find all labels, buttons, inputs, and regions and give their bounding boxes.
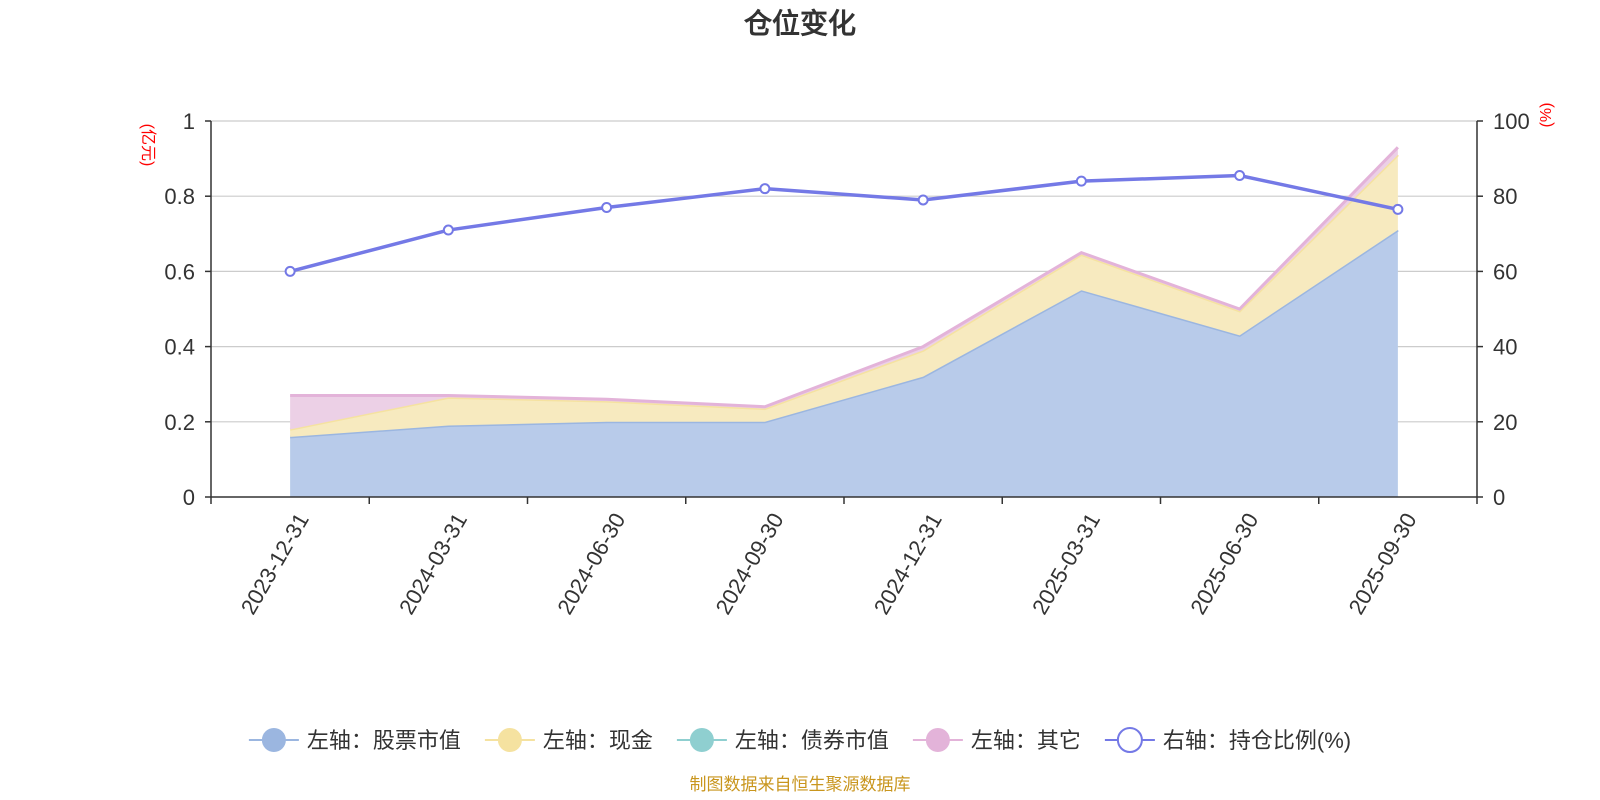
right-axis-tick-label: 40 bbox=[1493, 335, 1517, 360]
left-axis-tick-label: 0.4 bbox=[164, 335, 195, 360]
stacked-areas bbox=[289, 146, 1399, 498]
ratio-line-layer bbox=[284, 170, 1404, 277]
ratio-point bbox=[759, 183, 771, 195]
x-axis-tick-label: 2024-09-30 bbox=[711, 509, 789, 619]
x-axis-tick-label: 2025-06-30 bbox=[1185, 509, 1263, 619]
x-axis-tick-label: 2024-03-31 bbox=[394, 509, 472, 619]
legend-circle-icon bbox=[925, 728, 950, 752]
legend-circle-icon bbox=[261, 728, 286, 752]
x-axis-tick-label: 2023-12-31 bbox=[236, 509, 314, 619]
ratio-point bbox=[1392, 203, 1404, 215]
left-axis-tick-label: 0.6 bbox=[164, 259, 195, 284]
ratio-point bbox=[442, 224, 454, 236]
chart-title: 仓位变化 bbox=[744, 7, 856, 39]
right-axis-tick-label: 60 bbox=[1493, 259, 1517, 284]
x-axis-tick-label: 2024-12-31 bbox=[869, 509, 947, 619]
area-edge-左轴：其它 bbox=[290, 146, 1399, 409]
ratio-line bbox=[289, 173, 1399, 274]
legend-circle-icon bbox=[497, 728, 522, 752]
left-axis-tick-label: 0.8 bbox=[164, 184, 195, 209]
right-axis-tick-label: 0 bbox=[1493, 485, 1505, 510]
ratio-point bbox=[601, 201, 613, 213]
x-axis-tick-label: 2025-03-31 bbox=[1027, 509, 1105, 619]
legend-circle-icon bbox=[689, 728, 714, 752]
ratio-point bbox=[284, 265, 296, 277]
ratio-point bbox=[917, 194, 929, 206]
left-axis-tick-label: 0.2 bbox=[164, 410, 195, 435]
ratio-point bbox=[1234, 170, 1246, 182]
legend-item: 左轴：股票市值 bbox=[248, 728, 461, 753]
legend-item: 左轴：债券市值 bbox=[676, 728, 889, 753]
legend-item: 左轴：现金 bbox=[484, 728, 653, 753]
right-axis-tick-label: 20 bbox=[1493, 410, 1517, 435]
legend-label: 左轴：其它 bbox=[971, 728, 1081, 753]
legend-label: 右轴：持仓比例(%) bbox=[1163, 728, 1351, 753]
data-source-note: 制图数据来自恒生聚源数据库 bbox=[690, 775, 911, 794]
right-axis-tick-label: 80 bbox=[1493, 184, 1517, 209]
left-axis-tick-label: 1 bbox=[183, 109, 195, 134]
ratio-point bbox=[1075, 175, 1087, 187]
legend: 左轴：股票市值 左轴：现金 左轴：债券市值 左轴：其它 右轴：持仓比例(%) bbox=[248, 727, 1351, 753]
legend-label: 左轴：现金 bbox=[543, 728, 653, 753]
legend-item: 左轴：其它 bbox=[912, 728, 1081, 753]
left-axis-unit: (亿元) bbox=[139, 124, 157, 167]
legend-label: 左轴：股票市值 bbox=[307, 728, 461, 753]
x-axis-tick-label: 2025-09-30 bbox=[1344, 509, 1422, 619]
legend-label: 左轴：债券市值 bbox=[735, 728, 889, 753]
area-左轴：股票市值 bbox=[290, 230, 1398, 498]
right-axis-unit: (%) bbox=[1538, 103, 1555, 128]
area-左轴：其它 bbox=[290, 147, 1398, 430]
legend-item: 右轴：持仓比例(%) bbox=[1104, 727, 1351, 753]
right-axis-tick-label: 100 bbox=[1493, 109, 1530, 134]
x-axis-tick-label: 2024-06-30 bbox=[552, 509, 630, 619]
legend-hollow-circle-icon bbox=[1116, 727, 1143, 753]
left-axis-tick-label: 0 bbox=[183, 485, 195, 510]
